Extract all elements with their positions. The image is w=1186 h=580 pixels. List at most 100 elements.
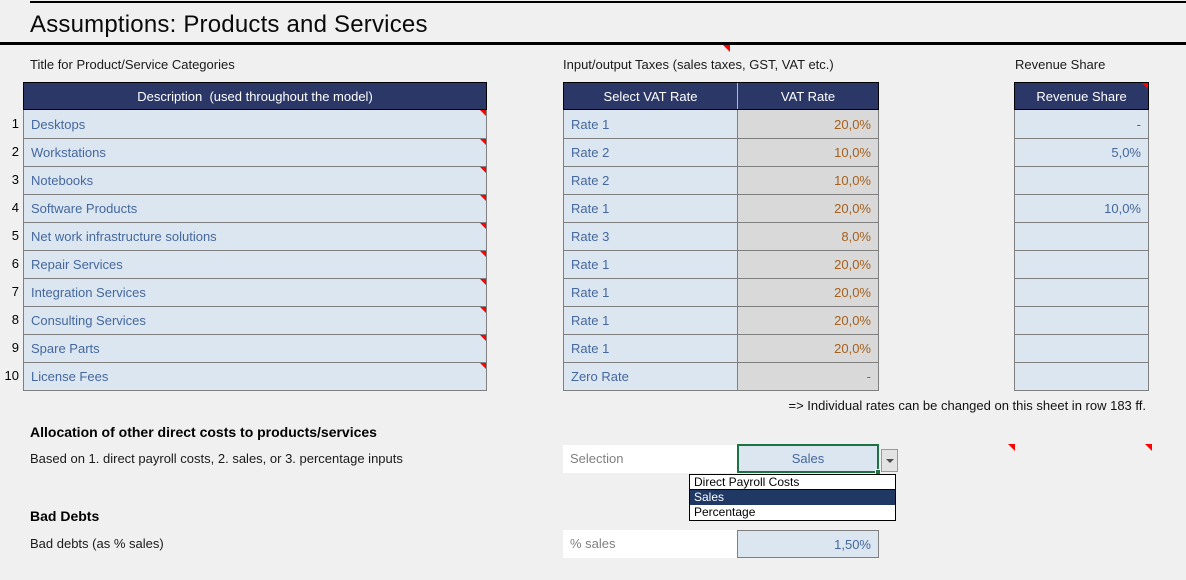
vat-select-cell[interactable]: Rate 1	[571, 116, 610, 132]
category-cell[interactable]: Software Products	[31, 201, 138, 216]
row-number: 9	[11, 340, 19, 355]
table-row: Rate 1 20,0%	[564, 334, 878, 362]
selection-value: Sales	[791, 451, 825, 466]
categories-table-header: Description (used throughout the model)	[23, 82, 487, 110]
comment-marker-icon	[480, 195, 486, 201]
table-row[interactable]: Spare Parts	[24, 334, 486, 362]
title-top-border	[30, 1, 1186, 3]
table-row[interactable]: Consulting Services	[24, 306, 486, 334]
description-column-header: Description (used throughout the model)	[137, 88, 373, 104]
table-row[interactable]: Software Products	[24, 194, 486, 222]
table-row[interactable]	[1015, 166, 1148, 194]
vat-rate-cell: 20,0%	[737, 279, 878, 306]
table-row[interactable]: Workstations	[24, 138, 486, 166]
vat-select-cell[interactable]: Zero Rate	[571, 369, 629, 384]
dropdown-option[interactable]: Percentage	[694, 505, 756, 519]
revenue-share-cell[interactable]: -	[1136, 116, 1141, 132]
vat-table: Select VAT Rate VAT Rate Rate 1 20,0% Rat…	[563, 82, 879, 391]
category-cell[interactable]: Net work infrastructure solutions	[31, 229, 217, 244]
category-cell[interactable]: Desktops	[31, 116, 86, 132]
category-cell[interactable]: Integration Services	[31, 285, 146, 300]
table-row[interactable]: Desktops	[24, 110, 486, 138]
revenue-share-cell[interactable]	[1015, 279, 1148, 306]
vat-select-cell[interactable]: Rate 1	[571, 257, 610, 272]
vat-rate-cell: 20,0%	[737, 251, 878, 278]
row-number: 6	[11, 256, 19, 271]
categories-table: Description (used throughout the model) …	[23, 82, 487, 391]
revenue-share-cell[interactable]: 5,0%	[1111, 145, 1141, 160]
row-number: 7	[11, 284, 19, 299]
table-row: Rate 1 20,0%	[564, 306, 878, 334]
comment-marker-icon	[480, 167, 486, 173]
table-row[interactable]: Notebooks	[24, 166, 486, 194]
revenue-share-cell[interactable]: 10,0%	[1104, 201, 1141, 216]
table-row: Rate 3 8,0%	[564, 222, 878, 250]
comment-marker-icon	[480, 307, 486, 313]
row-number: 5	[11, 228, 19, 243]
table-row[interactable]: Net work infrastructure solutions	[24, 222, 486, 250]
revenue-share-cell[interactable]	[1015, 167, 1148, 194]
bad-debts-value: 1,50%	[834, 536, 871, 552]
vat-select-cell[interactable]: Rate 2	[571, 173, 610, 188]
table-row[interactable]: 5,0%	[1015, 138, 1148, 166]
vat-rate-column-header: VAT Rate	[737, 83, 878, 109]
vat-select-cell[interactable]: Rate 1	[571, 341, 610, 356]
comment-marker-icon	[480, 363, 486, 369]
vat-select-cell[interactable]: Rate 1	[571, 285, 610, 300]
row-number-column: 1 2 3 4 5 6 7 8 9 10	[0, 110, 19, 390]
bad-debts-value-cell[interactable]: 1,50%	[737, 530, 879, 558]
dropdown-option[interactable]: Direct Payroll Costs	[690, 475, 895, 490]
vat-select-cell[interactable]: Rate 2	[571, 145, 610, 160]
vat-select-cell[interactable]: Rate 3	[571, 229, 610, 244]
table-row: Rate 2 10,0%	[564, 166, 878, 194]
table-row: Rate 1 20,0%	[564, 110, 878, 138]
comment-marker-icon	[480, 139, 486, 145]
vat-select-cell[interactable]: Rate 1	[571, 313, 610, 328]
vat-rate-cell: 8,0%	[737, 223, 878, 250]
category-cell[interactable]: Notebooks	[31, 173, 94, 188]
category-cell[interactable]: Spare Parts	[31, 341, 100, 356]
revenue-share-cell[interactable]	[1015, 307, 1148, 334]
table-row[interactable]	[1015, 222, 1148, 250]
table-row[interactable]: Integration Services	[24, 278, 486, 306]
revenue-share-cell[interactable]	[1015, 363, 1148, 390]
comment-marker-icon	[480, 223, 486, 229]
table-row[interactable]: -	[1015, 110, 1148, 138]
category-cell[interactable]: Repair Services	[31, 257, 123, 272]
categories-table-body: Desktops Workstations Notebooks Software…	[23, 110, 487, 391]
category-cell[interactable]: License Fees	[31, 369, 109, 384]
table-row[interactable]: License Fees	[24, 362, 486, 390]
category-cell[interactable]: Consulting Services	[31, 313, 146, 328]
row-number: 8	[11, 312, 19, 327]
row-number: 10	[4, 368, 19, 383]
row-number: 3	[11, 172, 19, 187]
dropdown-button[interactable]	[881, 449, 898, 472]
allocation-dropdown-list: Direct Payroll Costs Sales Percentage	[689, 474, 896, 521]
dropdown-option-selected[interactable]: Sales	[690, 490, 895, 505]
table-row[interactable]	[1015, 362, 1148, 390]
allocation-heading: Allocation of other direct costs to prod…	[30, 424, 377, 440]
revenue-share-cell[interactable]	[1015, 335, 1148, 362]
revenue-share-table-body: - 5,0% 10,0%	[1014, 110, 1149, 391]
revenue-share-cell[interactable]	[1015, 223, 1148, 250]
vat-rate-cell: 20,0%	[737, 335, 878, 362]
table-row: Rate 1 20,0%	[564, 250, 878, 278]
dropdown-arrow-icon	[885, 458, 894, 463]
vat-table-header: Select VAT Rate VAT Rate	[563, 82, 879, 110]
vat-select-cell[interactable]: Rate 1	[571, 201, 610, 216]
vat-rate-cell: 10,0%	[737, 139, 878, 166]
table-row[interactable]	[1015, 250, 1148, 278]
table-row[interactable]: 10,0%	[1015, 194, 1148, 222]
table-row[interactable]: Repair Services	[24, 250, 486, 278]
table-row[interactable]	[1015, 306, 1148, 334]
allocation-description: Based on 1. direct payroll costs, 2. sal…	[30, 451, 403, 466]
comment-marker-icon	[1142, 83, 1148, 89]
category-cell[interactable]: Workstations	[31, 145, 106, 160]
table-row[interactable]	[1015, 334, 1148, 362]
revenue-share-cell[interactable]	[1015, 251, 1148, 278]
table-row[interactable]	[1015, 278, 1148, 306]
table-row: Rate 1 20,0%	[564, 278, 878, 306]
table-row: Zero Rate -	[564, 362, 878, 390]
allocation-selection-cell[interactable]: Sales	[737, 444, 881, 475]
comment-marker-icon	[480, 335, 486, 341]
